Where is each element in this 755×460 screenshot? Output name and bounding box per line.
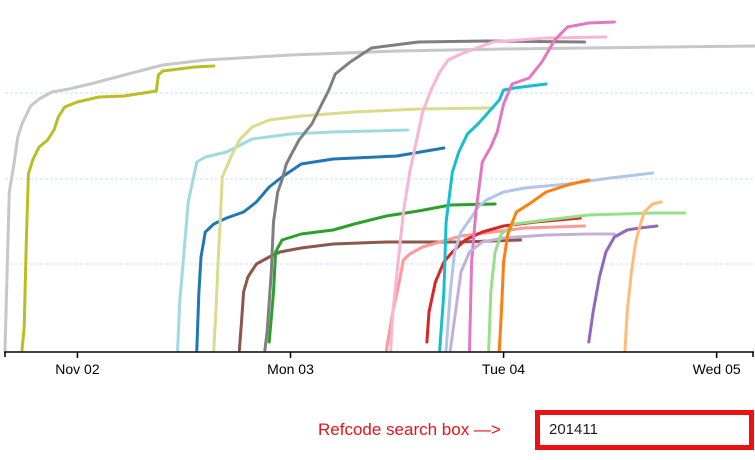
series-line-7[interactable]: [267, 202, 497, 344]
chart: Nov 02 Mon 03 Tue 04 Wed 05: [3, 20, 755, 377]
series-line-18[interactable]: [587, 224, 659, 344]
refcode-search-input[interactable]: [549, 419, 729, 439]
series-line-15[interactable]: [448, 232, 616, 352]
x-tick-label: Wed 05: [693, 361, 741, 377]
search-hint-label: Refcode search box —>: [318, 420, 501, 439]
series-line-10[interactable]: [389, 35, 608, 352]
series-line-12[interactable]: [438, 82, 548, 352]
x-tick-label: Tue 04: [482, 361, 525, 377]
search-box-frame: [535, 410, 754, 450]
series-line-16[interactable]: [487, 211, 687, 352]
x-tick-label: Mon 03: [267, 361, 314, 377]
series-line-5[interactable]: [212, 106, 493, 352]
series-line-8[interactable]: [263, 39, 586, 352]
x-tick-label: Nov 02: [55, 361, 100, 377]
gridlines: [5, 92, 755, 265]
series-line-1[interactable]: [3, 44, 755, 352]
series-lines: [3, 20, 755, 352]
refcode-search-row: Refcode search box —>: [0, 410, 755, 450]
x-axis: Nov 02 Mon 03 Tue 04 Wed 05: [4, 351, 754, 377]
series-line-4[interactable]: [195, 146, 446, 352]
series-line-6[interactable]: [237, 238, 523, 352]
series-line-9[interactable]: [384, 224, 586, 352]
series-line-14[interactable]: [468, 20, 616, 352]
series-line-2[interactable]: [20, 64, 216, 352]
series-line-17[interactable]: [497, 178, 591, 352]
series-line-19[interactable]: [623, 200, 663, 352]
series-line-3[interactable]: [176, 128, 410, 352]
